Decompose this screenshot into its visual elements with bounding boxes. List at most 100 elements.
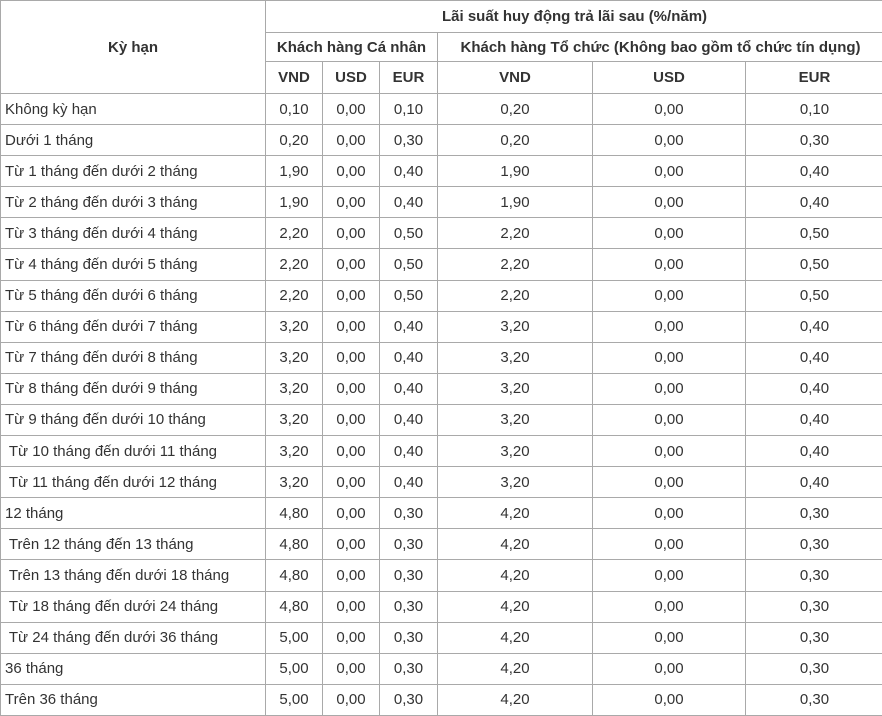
rate-cell: 2,20 <box>265 217 323 250</box>
rate-cell: 0,00 <box>592 621 746 654</box>
rate-cell: 0,00 <box>322 92 380 126</box>
table-row: 36 tháng 5,00 0,00 0,30 4,20 0,00 0,30 <box>0 652 882 685</box>
table-row: Trên 12 tháng đến 13 tháng 4,80 0,00 0,30 4,… <box>0 528 882 561</box>
term-cell: Từ 4 tháng đến dưới 5 tháng <box>0 248 266 281</box>
rate-cell: 3,20 <box>265 435 323 468</box>
table-row: Từ 4 tháng đến dưới 5 tháng 2,20 0,00 0,50 2… <box>0 248 882 281</box>
rate-cell: 0,40 <box>744 403 882 437</box>
rate-cell: 3,20 <box>265 403 323 437</box>
rate-cell: 2,20 <box>265 248 323 281</box>
table-row: Dưới 1 tháng 0,20 0,00 0,30 0,20 0,00 0,30 <box>0 124 882 157</box>
rate-cell: 2,20 <box>437 217 593 250</box>
rate-cell: 0,00 <box>592 248 746 281</box>
rate-cell: 0,40 <box>379 310 438 343</box>
rate-cell: 4,80 <box>265 590 323 623</box>
rate-group-header: Lãi suất huy động trả lãi sau (%/năm) <box>264 0 882 33</box>
rate-cell: 0,40 <box>744 341 882 374</box>
rate-cell: 0,30 <box>744 590 882 623</box>
rate-cell: 1,90 <box>437 186 593 219</box>
rate-cell: 0,40 <box>379 403 438 437</box>
rate-cell: 2,20 <box>265 279 323 312</box>
rate-cell: 0,30 <box>744 497 882 530</box>
rate-cell: 0,10 <box>265 92 323 126</box>
term-header: Kỳ hạn <box>0 0 266 94</box>
rate-cell: 0,20 <box>437 92 593 126</box>
rate-cell: 0,40 <box>379 155 438 188</box>
rate-cell: 0,30 <box>744 124 882 157</box>
rate-cell: 0,00 <box>322 559 380 592</box>
rate-cell: 0,20 <box>265 124 323 157</box>
rate-cell: 4,80 <box>265 497 323 530</box>
rate-cell: 0,30 <box>744 652 882 685</box>
rate-cell: 4,80 <box>265 559 323 592</box>
rate-cell: 0,30 <box>379 621 438 654</box>
term-cell: Trên 12 tháng đến 13 tháng <box>0 528 266 561</box>
rate-cell: 0,00 <box>592 559 746 592</box>
rate-cell: 4,80 <box>265 528 323 561</box>
rate-cell: 0,00 <box>592 528 746 561</box>
rate-cell: 0,50 <box>744 217 882 250</box>
rate-cell: 0,00 <box>322 683 380 716</box>
rate-cell: 3,20 <box>437 372 593 405</box>
rate-cell: 0,00 <box>322 279 380 312</box>
rate-cell: 3,20 <box>437 341 593 374</box>
individual-header: Khách hàng Cá nhân <box>265 32 438 62</box>
rate-cell: 0,00 <box>322 186 380 219</box>
rate-cell: 0,00 <box>592 341 746 374</box>
rate-cell: 2,20 <box>437 248 593 281</box>
rate-cell: 0,40 <box>744 435 882 468</box>
table-row: Từ 8 tháng đến dưới 9 tháng 3,20 0,00 0,40 3… <box>0 372 882 405</box>
rate-cell: 0,50 <box>379 217 438 250</box>
rate-cell: 3,20 <box>437 403 593 437</box>
rate-cell: 5,00 <box>265 621 323 654</box>
term-cell: Không kỳ hạn <box>0 92 266 126</box>
rate-cell: 0,00 <box>592 403 746 437</box>
rate-cell: 0,40 <box>379 372 438 405</box>
rate-cell: 0,00 <box>322 341 380 374</box>
term-cell: Từ 9 tháng đến dưới 10 tháng <box>0 403 266 437</box>
table-row: Từ 1 tháng đến dưới 2 tháng 1,90 0,00 0,40 1… <box>0 155 882 188</box>
rate-cell: 0,00 <box>322 155 380 188</box>
rate-cell: 4,20 <box>437 559 593 592</box>
currency-header: EUR <box>744 61 882 94</box>
table-row: Từ 2 tháng đến dưới 3 tháng 1,90 0,00 0,40 1… <box>0 186 882 219</box>
rate-cell: 0,10 <box>379 92 438 126</box>
table-row: Từ 9 tháng đến dưới 10 tháng 3,20 0,00 0,40… <box>0 403 882 437</box>
currency-header: VND <box>265 61 323 94</box>
rate-cell: 0,30 <box>379 683 438 716</box>
table-row: Không kỳ hạn 0,10 0,00 0,10 0,20 0,00 0,10 <box>0 92 882 126</box>
rate-cell: 3,20 <box>265 466 323 499</box>
rate-cell: 0,50 <box>379 248 438 281</box>
rate-cell: 0,30 <box>744 528 882 561</box>
rate-cell: 3,20 <box>437 435 593 468</box>
rate-cell: 0,40 <box>744 466 882 499</box>
rate-cell: 0,00 <box>322 466 380 499</box>
rate-cell: 3,20 <box>437 310 593 343</box>
rate-cell: 4,20 <box>437 590 593 623</box>
rate-cell: 3,20 <box>265 372 323 405</box>
term-cell: Từ 2 tháng đến dưới 3 tháng <box>0 186 266 219</box>
rate-cell: 3,20 <box>265 341 323 374</box>
rate-cell: 0,40 <box>744 155 882 188</box>
rate-cell: 1,90 <box>265 155 323 188</box>
rate-cell: 0,00 <box>322 217 380 250</box>
rate-cell: 5,00 <box>265 683 323 716</box>
rate-cell: 4,20 <box>437 528 593 561</box>
rate-cell: 0,00 <box>322 621 380 654</box>
table-row: Trên 36 tháng 5,00 0,00 0,30 4,20 0,00 0,30 <box>0 683 882 716</box>
term-cell: Từ 24 tháng đến dưới 36 tháng <box>0 621 266 654</box>
rate-cell: 1,90 <box>265 186 323 219</box>
rate-cell: 0,00 <box>592 466 746 499</box>
table-row: 12 tháng 4,80 0,00 0,30 4,20 0,00 0,30 <box>0 497 882 530</box>
term-cell: Từ 5 tháng đến dưới 6 tháng <box>0 279 266 312</box>
rate-cell: 0,00 <box>322 435 380 468</box>
rate-cell: 4,20 <box>437 683 593 716</box>
rate-cell: 4,20 <box>437 652 593 685</box>
rate-cell: 0,00 <box>592 155 746 188</box>
table-row: Từ 18 tháng đến dưới 24 tháng 4,80 0,00 0,3… <box>0 590 882 623</box>
rate-cell: 0,00 <box>592 124 746 157</box>
term-cell: Từ 6 tháng đến dưới 7 tháng <box>0 310 266 343</box>
rate-cell: 0,40 <box>744 186 882 219</box>
rate-cell: 0,50 <box>379 279 438 312</box>
currency-header: USD <box>322 61 380 94</box>
